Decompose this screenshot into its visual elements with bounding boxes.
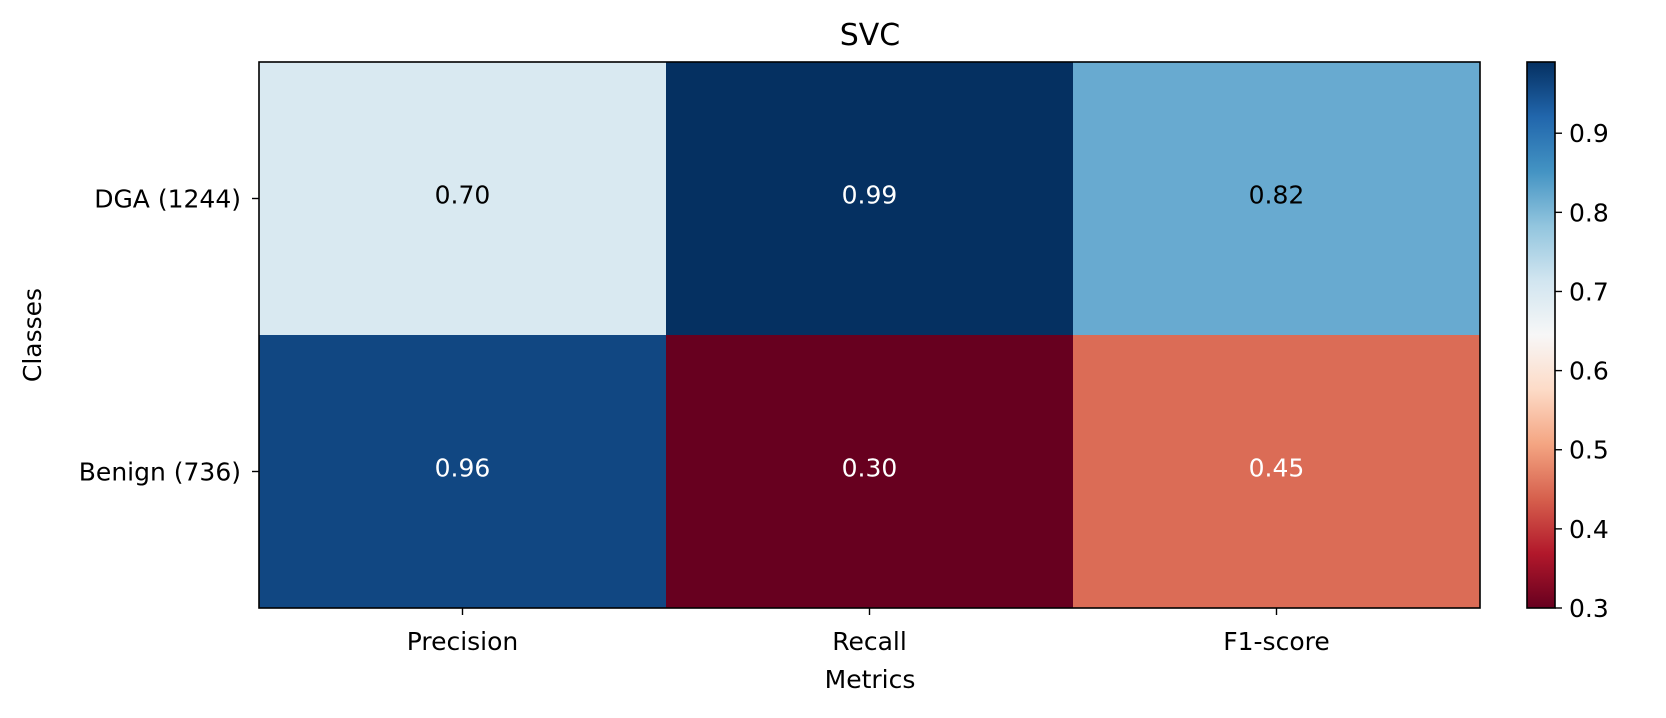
colorbar (1526, 61, 1556, 609)
heatmap-cells (259, 62, 1481, 609)
colorbar-tick-label: 0.3 (1569, 594, 1609, 623)
colorbar-tick-label: 0.4 (1569, 515, 1609, 544)
heatmap-cell (259, 62, 667, 336)
y-tick-label: DGA (1244) (94, 185, 241, 214)
colorbar-tick-label: 0.6 (1569, 357, 1609, 386)
chart-title: SVC (840, 18, 901, 53)
colorbar-tick-label: 0.5 (1569, 436, 1609, 465)
x-axis-ticks: Precision Recall F1-score (407, 608, 1330, 656)
heatmap-cell-label: 0.82 (1249, 181, 1305, 210)
colorbar-tick-label: 0.8 (1569, 198, 1609, 227)
colorbar-tick-label: 0.9 (1569, 119, 1609, 148)
heatmap-cell-label: 0.96 (435, 454, 491, 483)
heatmap-cell (1073, 335, 1481, 609)
heatmap-cell-labels: 0.70 0.99 0.82 0.96 0.30 0.45 (435, 181, 1305, 483)
heatmap-cell (1073, 62, 1481, 336)
heatmap-cell (666, 335, 1074, 609)
y-axis-ticks: DGA (1244) Benign (736) (79, 185, 259, 487)
y-tick-label: Benign (736) (79, 458, 241, 487)
y-axis-label: Classes (18, 288, 47, 382)
x-tick-label: Recall (832, 627, 907, 656)
x-tick-label: F1-score (1223, 627, 1329, 656)
heatmap-cell (666, 62, 1074, 336)
heatmap-cell-label: 0.70 (435, 181, 491, 210)
heatmap-cell-label: 0.99 (842, 181, 898, 210)
x-axis-label: Metrics (825, 665, 916, 694)
colorbar-tick-label: 0.7 (1569, 277, 1609, 306)
colorbar-ticks: 0.3 0.4 0.5 0.6 0.7 0.8 0.9 (1555, 119, 1609, 623)
x-tick-label: Precision (407, 627, 519, 656)
heatmap-cell-label: 0.30 (842, 454, 898, 483)
heatmap-cell-label: 0.45 (1249, 454, 1305, 483)
heatmap-cell (259, 335, 667, 609)
